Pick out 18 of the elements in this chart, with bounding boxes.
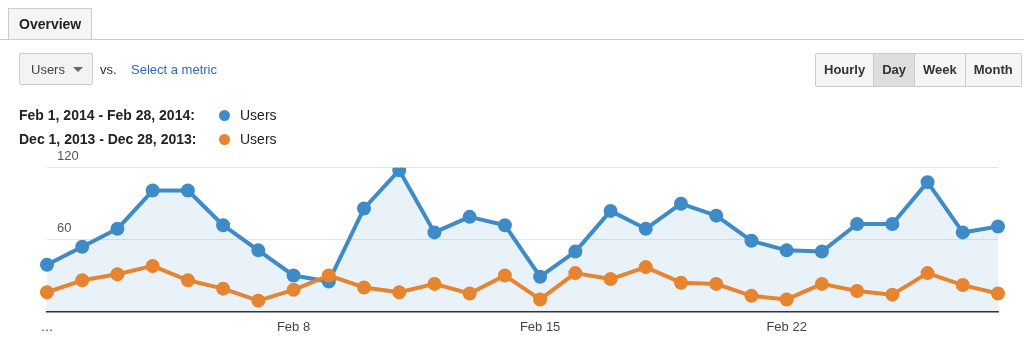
text: Users	[19, 53, 93, 85]
text: Month	[964, 54, 1021, 86]
x-tick-label: Feb 8	[276, 318, 311, 334]
y-tick-label: 60	[57, 220, 72, 236]
x-tick-label: Feb 15	[519, 318, 561, 334]
text: Dec 1, 2013 - Dec 28, 2013:	[19, 131, 198, 147]
text: Day	[873, 54, 915, 86]
x-tick-label: …	[40, 318, 54, 334]
y-tick-label: 120	[57, 148, 79, 164]
text: vs.	[100, 62, 117, 77]
text: Feb 1, 2014 - Feb 28, 2014:	[19, 107, 196, 123]
legend-label: Users	[240, 107, 277, 123]
text: Week	[914, 54, 965, 86]
x-tick-label: Feb 22	[766, 318, 807, 334]
legend-label: Users	[240, 131, 277, 147]
text: Hourly	[816, 54, 874, 86]
text: Select a metric	[131, 62, 217, 77]
text: Overview	[8, 8, 93, 39]
